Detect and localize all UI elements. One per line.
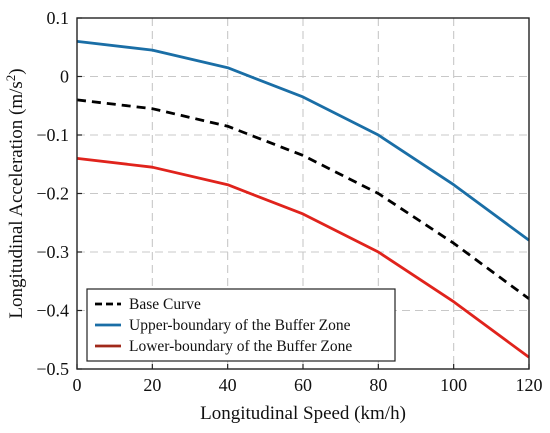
y-axis-title-main: Longitudinal Acceleration (m/s — [6, 81, 27, 318]
series-line-lower-boundary — [76, 157, 530, 359]
x-tick-label: 60 — [294, 375, 312, 395]
x-axis-ticks: 0 20 40 60 80 100 120 — [73, 364, 543, 395]
y-tick-label: −0.4 — [36, 301, 69, 321]
x-tick-label: 0 — [73, 375, 82, 395]
y-tick-label: −0.5 — [36, 359, 69, 379]
y-tick-label: −0.2 — [36, 184, 69, 204]
x-tick-label: 40 — [219, 375, 237, 395]
y-axis-ticks: −0.5 −0.4 −0.3 −0.2 −0.1 0 0.1 — [36, 8, 82, 379]
y-tick-label: 0 — [60, 67, 69, 87]
x-axis-title: Longitudinal Speed (km/h) — [200, 403, 406, 424]
series-line-base-curve — [76, 98, 530, 300]
y-tick-label: −0.1 — [36, 125, 69, 145]
plot-lines — [76, 40, 530, 359]
y-axis-title-superscript: 2 — [3, 75, 18, 82]
y-tick-label: −0.3 — [36, 242, 69, 262]
y-tick-label: 0.1 — [47, 8, 70, 28]
y-axis-title: Longitudinal Acceleration (m/s2) — [3, 68, 27, 318]
x-tick-label: 80 — [369, 375, 387, 395]
x-tick-label: 100 — [440, 375, 467, 395]
x-tick-label: 20 — [143, 375, 161, 395]
legend-label: Base Curve — [129, 296, 201, 313]
x-tick-label: 120 — [516, 375, 543, 395]
series-line-upper-boundary — [76, 40, 530, 242]
legend-label: Lower-boundary of the Buffer Zone — [129, 338, 352, 355]
legend: Base Curve Upper-boundary of the Buffer Z… — [86, 288, 396, 362]
legend-label: Upper-boundary of the Buffer Zone — [129, 317, 351, 334]
y-axis-title-close: ) — [6, 68, 27, 74]
legend-box — [86, 288, 396, 362]
